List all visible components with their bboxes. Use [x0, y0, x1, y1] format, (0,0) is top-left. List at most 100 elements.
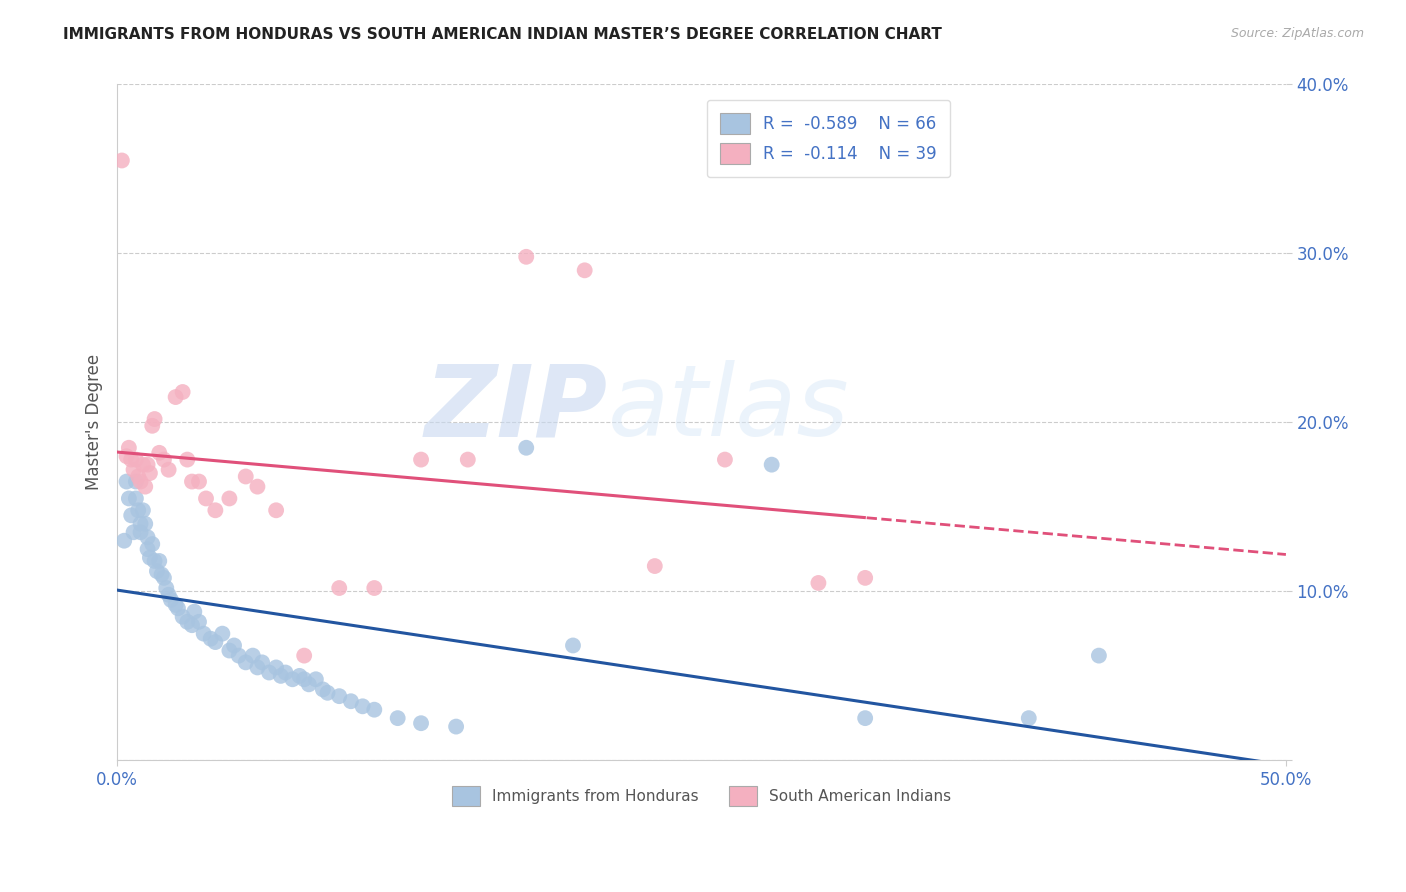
Text: IMMIGRANTS FROM HONDURAS VS SOUTH AMERICAN INDIAN MASTER’S DEGREE CORRELATION CH: IMMIGRANTS FROM HONDURAS VS SOUTH AMERIC… [63, 27, 942, 42]
Point [129, 516, 152, 531]
Point [143, 554, 166, 568]
Point [148, 446, 170, 460]
Point [122, 525, 145, 540]
Point [153, 571, 176, 585]
Point [115, 475, 138, 489]
Point [222, 639, 245, 653]
Point [155, 581, 177, 595]
Point [211, 626, 233, 640]
Point [134, 480, 156, 494]
Point [139, 550, 162, 565]
Point [228, 648, 250, 663]
Point [172, 609, 194, 624]
Point [127, 469, 149, 483]
Point [274, 665, 297, 680]
Point [188, 475, 211, 489]
Point [257, 665, 280, 680]
Point [129, 525, 152, 540]
Point [761, 458, 783, 472]
Point [148, 554, 170, 568]
Point [264, 503, 287, 517]
Point [129, 475, 152, 489]
Point [316, 686, 339, 700]
Point [328, 581, 350, 595]
Point [157, 588, 180, 602]
Point [409, 716, 432, 731]
Point [143, 412, 166, 426]
Point [218, 491, 240, 506]
Point [444, 720, 467, 734]
Point [292, 673, 315, 687]
Point [292, 648, 315, 663]
Point [200, 632, 222, 646]
Point [363, 581, 385, 595]
Point [853, 711, 876, 725]
Point [235, 656, 257, 670]
Point [136, 530, 159, 544]
Point [141, 418, 163, 433]
Point [134, 516, 156, 531]
Point [181, 475, 204, 489]
Point [111, 153, 134, 168]
Point [574, 263, 596, 277]
Point [125, 475, 148, 489]
Point [157, 463, 180, 477]
Y-axis label: Master's Degree: Master's Degree [86, 354, 103, 491]
Point [120, 508, 142, 523]
Point [176, 615, 198, 629]
Point [112, 533, 135, 548]
Point [153, 452, 176, 467]
Point [288, 669, 311, 683]
Point [165, 598, 187, 612]
Point [312, 682, 335, 697]
Point [165, 390, 187, 404]
Point [193, 626, 215, 640]
Point [141, 537, 163, 551]
Point [246, 660, 269, 674]
Point [195, 491, 218, 506]
Point [118, 491, 141, 506]
Point [457, 452, 479, 467]
Text: ZIP: ZIP [425, 360, 607, 458]
Point [136, 542, 159, 557]
Point [146, 564, 169, 578]
Point [218, 643, 240, 657]
Point [264, 660, 287, 674]
Point [181, 618, 204, 632]
Point [125, 491, 148, 506]
Point [1018, 711, 1040, 725]
Point [562, 639, 585, 653]
Point [340, 694, 363, 708]
Point [1088, 648, 1111, 663]
Point [172, 384, 194, 399]
Point [176, 452, 198, 467]
Text: atlas: atlas [607, 360, 849, 458]
Point [132, 458, 155, 472]
Point [204, 503, 226, 517]
Point [305, 673, 328, 687]
Point [363, 703, 385, 717]
Point [515, 441, 537, 455]
Point [122, 463, 145, 477]
Point [235, 469, 257, 483]
Point [409, 452, 432, 467]
Point [807, 576, 830, 591]
Point [714, 452, 737, 467]
Point [139, 466, 162, 480]
Point [127, 503, 149, 517]
Point [167, 601, 190, 615]
Point [204, 635, 226, 649]
Point [352, 699, 374, 714]
Point [281, 673, 304, 687]
Point [515, 250, 537, 264]
Point [270, 669, 292, 683]
Point [250, 656, 273, 670]
Point [160, 592, 183, 607]
Point [118, 441, 141, 455]
Point [387, 711, 409, 725]
Point [298, 677, 321, 691]
Point [328, 689, 350, 703]
Point [242, 648, 264, 663]
Point [246, 480, 269, 494]
Point [188, 615, 211, 629]
